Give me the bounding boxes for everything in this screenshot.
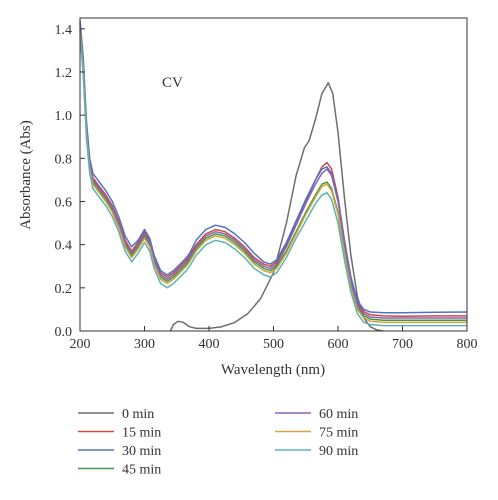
y-tick-label: 0.4 [55, 239, 73, 254]
x-tick-label: 600 [328, 337, 349, 352]
legend-item: 0 min [78, 407, 154, 422]
legend-label: 75 min [319, 426, 358, 441]
axis-ticks: 200 300 400 500 600 700 800 0.0 0.2 0.4 0.6 0.8 1.0 1… [55, 23, 478, 352]
legend-item: 30 min [78, 444, 161, 459]
legend-label: 60 min [319, 407, 358, 422]
series-line-60-min [79, 24, 467, 319]
legend-item: 60 min [275, 407, 358, 422]
y-tick-label: 1.2 [55, 66, 73, 81]
y-tick-label: 1.0 [55, 109, 73, 124]
legend-label: 45 min [122, 463, 161, 478]
y-tick-label: 0.2 [55, 282, 73, 297]
x-tick-label: 800 [457, 337, 478, 352]
x-tick-label: 300 [134, 337, 155, 352]
y-tick-label: 0.8 [55, 152, 73, 167]
legend-item: 90 min [275, 444, 358, 459]
legend-label: 0 min [122, 407, 154, 422]
x-tick-label: 400 [199, 337, 220, 352]
legend-label: 90 min [319, 444, 358, 459]
series-line-90-min [79, 35, 467, 327]
plot-area [79, 20, 468, 332]
y-tick-label: 0.0 [55, 325, 73, 340]
x-axis-title: Wavelength (nm) [221, 362, 325, 378]
series-line-75-min [79, 30, 467, 324]
legend-item: 75 min [275, 426, 358, 441]
legend-label: 15 min [122, 426, 161, 441]
x-tick-label: 200 [70, 337, 91, 352]
y-axis-title: Absorbance (Abs) [18, 120, 34, 230]
x-tick-label: 500 [263, 337, 284, 352]
legend-item: 45 min [78, 463, 161, 478]
y-tick-label: 0.6 [55, 195, 73, 210]
series-line-0-min [169, 82, 384, 332]
chart-legend: 0 min 15 min 30 min 45 min 60 min 75 min 90 mi… [78, 407, 358, 478]
y-tick-label: 1.4 [55, 23, 73, 38]
legend-item: 15 min [78, 426, 161, 441]
plot-frame [79, 17, 468, 332]
legend-label: 30 min [122, 444, 161, 459]
chart-annotation: CV [162, 75, 183, 91]
series-line-45-min [79, 28, 467, 321]
x-tick-label: 700 [392, 337, 413, 352]
